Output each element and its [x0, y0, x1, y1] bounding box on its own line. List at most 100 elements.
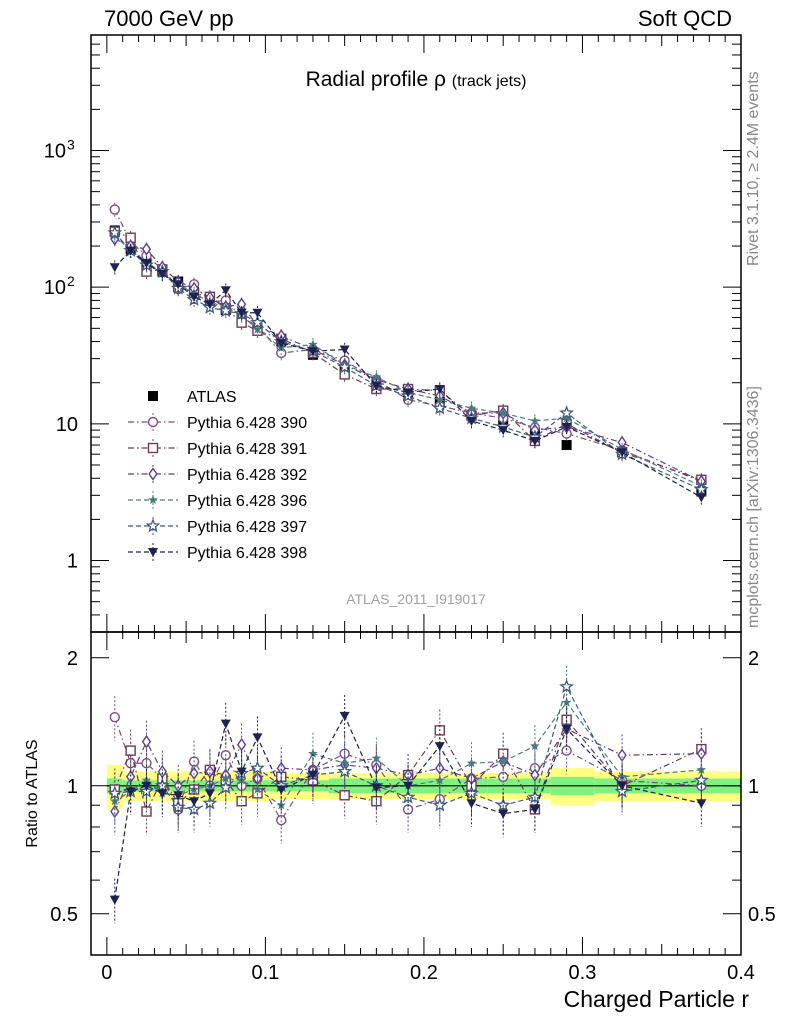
- ratio-y-tick-label-left: 0.5: [50, 904, 78, 926]
- series-line: [114, 238, 702, 482]
- x-axis-label: Charged Particle r: [564, 986, 750, 1012]
- data-point: [403, 781, 414, 791]
- data-point: [498, 756, 508, 766]
- data-point: [432, 797, 448, 812]
- data-point: [125, 770, 136, 784]
- data-point: [337, 359, 353, 374]
- data-point: [204, 300, 215, 310]
- data-point: [466, 416, 477, 426]
- data-point: [617, 781, 628, 791]
- plot-title-suffix: (track jets): [452, 73, 527, 90]
- y-tick-label: 10: [56, 414, 78, 436]
- data-point: [371, 381, 382, 391]
- data-point: [561, 440, 572, 451]
- data-point: [498, 426, 509, 436]
- data-point: [252, 733, 263, 743]
- data-point: [236, 308, 247, 318]
- data-point: [107, 785, 123, 800]
- data-point: [307, 771, 318, 781]
- data-point: [617, 748, 627, 762]
- data-point: [696, 799, 707, 809]
- data-point: [561, 725, 572, 735]
- legend-label: Pythia 6.428 396: [187, 493, 307, 510]
- legend-label: Pythia 6.428 390: [187, 415, 307, 432]
- data-point: [435, 775, 445, 785]
- legend-label: Pythia 6.428 392: [187, 467, 307, 484]
- data-point: [189, 797, 200, 807]
- y-tick-label: 10: [44, 277, 66, 299]
- data-point: [529, 805, 540, 815]
- data-point: [220, 719, 231, 729]
- ratio-series-line: [114, 685, 702, 811]
- legend-marker: [148, 495, 158, 504]
- data-point: [371, 783, 382, 793]
- data-point: [236, 737, 247, 752]
- y-tick-label: 10: [44, 141, 66, 163]
- series-line: [114, 232, 702, 491]
- data-point: [308, 748, 318, 758]
- legend-marker: [147, 416, 159, 428]
- data-point: [276, 785, 287, 795]
- data-point: [559, 405, 574, 420]
- data-point: [220, 286, 231, 296]
- data-point: [221, 773, 231, 783]
- ratio-y-tick-label-left: 1: [67, 776, 78, 798]
- data-point: [530, 741, 540, 751]
- data-point: [141, 259, 152, 269]
- data-point: [435, 394, 445, 404]
- data-point: [109, 895, 120, 905]
- data-point: [276, 339, 287, 349]
- ratio-series-pythia-6-428-398: [109, 694, 707, 924]
- data-point: [498, 408, 508, 418]
- data-point: [529, 436, 540, 446]
- plot-title: Radial profile ρ (track jets): [306, 68, 527, 91]
- legend: ATLAS Pythia 6.428 390 Pythia 6.428 391 Pyt…: [128, 389, 307, 562]
- legend-label: Pythia 6.428 398: [187, 545, 307, 562]
- data-point: [125, 787, 136, 797]
- series-line: [114, 249, 702, 498]
- data-point: [495, 797, 511, 812]
- data-point: [109, 204, 120, 215]
- data-point: [157, 269, 168, 279]
- data-point: [189, 292, 200, 302]
- data-point: [173, 791, 184, 801]
- main-plot-frame: [90, 34, 742, 633]
- ratio-y-tick-label-right: 0.5: [748, 904, 776, 926]
- data-point: [236, 767, 247, 777]
- data-point: [466, 799, 477, 809]
- data-point: [218, 779, 234, 794]
- data-point: [109, 711, 120, 723]
- ratio-y-tick-label-right: 1: [748, 776, 759, 798]
- y-tick-label: 1: [67, 551, 78, 573]
- y-tick-label-exponent: 2: [67, 273, 75, 289]
- data-point: [696, 493, 707, 503]
- x-tick-label: 0.2: [410, 962, 438, 984]
- data-point: [561, 745, 572, 756]
- x-tick-label: 0: [101, 962, 112, 984]
- data-point: [339, 711, 350, 721]
- ratio-y-tick-label-left: 2: [67, 648, 78, 670]
- ratio-y-axis-ticks: [91, 657, 741, 915]
- series-pythia-6-428-398: [109, 243, 707, 505]
- ratio-series-line: [114, 701, 702, 807]
- header-left-label: 7000 GeV pp: [104, 6, 234, 31]
- data-point: [466, 758, 477, 768]
- data-point: [252, 308, 263, 318]
- data-point: [157, 789, 168, 799]
- data-point: [204, 789, 215, 799]
- data-point: [141, 734, 152, 749]
- data-point: [434, 384, 445, 394]
- ratio-series-line: [114, 714, 702, 900]
- data-point: [339, 345, 350, 355]
- data-point: [617, 448, 628, 458]
- data-point: [561, 413, 572, 423]
- x-tick-label: 0.3: [569, 962, 597, 984]
- y-tick-label-exponent: 3: [67, 137, 75, 153]
- data-point: [400, 789, 416, 804]
- data-point: [307, 347, 318, 357]
- data-point: [107, 224, 123, 240]
- data-point: [432, 400, 448, 415]
- data-point: [250, 760, 265, 775]
- data-point: [125, 745, 136, 756]
